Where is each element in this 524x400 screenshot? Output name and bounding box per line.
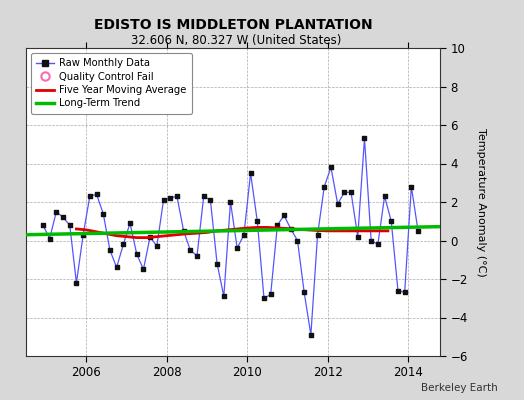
Point [46, 235, 54, 242]
Title: EDISTO IS MIDDLETON PLANTATION: EDISTO IS MIDDLETON PLANTATION [94, 18, 373, 32]
Text: Berkeley Earth: Berkeley Earth [421, 383, 498, 393]
Text: 32.606 N, 80.327 W (United States): 32.606 N, 80.327 W (United States) [130, 34, 341, 47]
Point [193, 253, 201, 259]
Point [152, 243, 161, 250]
Point [253, 218, 261, 224]
Point [173, 193, 181, 200]
Point [246, 170, 255, 176]
Point [146, 234, 154, 240]
Point [354, 234, 362, 240]
Point [133, 251, 141, 257]
Point [239, 232, 248, 238]
Point [293, 237, 302, 244]
Point [327, 164, 335, 170]
Point [260, 295, 268, 302]
Point [340, 189, 348, 196]
Point [66, 222, 74, 228]
Point [113, 264, 121, 271]
Point [206, 197, 215, 203]
Point [320, 183, 329, 190]
Point [313, 232, 322, 238]
Point [59, 214, 67, 221]
Point [166, 195, 174, 201]
Y-axis label: Temperature Anomaly (°C): Temperature Anomaly (°C) [476, 128, 486, 276]
Point [186, 247, 194, 253]
Point [179, 228, 188, 234]
Point [307, 332, 315, 338]
Point [347, 189, 355, 196]
Point [387, 218, 396, 224]
Point [52, 208, 61, 215]
Point [267, 291, 275, 298]
Point [39, 222, 47, 228]
Point [380, 193, 389, 200]
Point [374, 241, 382, 248]
Point [226, 199, 235, 205]
Point [367, 237, 375, 244]
Point [79, 232, 88, 238]
Point [407, 183, 416, 190]
Point [139, 266, 148, 272]
Point [126, 220, 134, 226]
Point [287, 226, 295, 232]
Point [92, 191, 101, 198]
Point [280, 212, 288, 219]
Legend: Raw Monthly Data, Quality Control Fail, Five Year Moving Average, Long-Term Tren: Raw Monthly Data, Quality Control Fail, … [31, 53, 192, 114]
Point [106, 247, 114, 253]
Point [72, 280, 81, 286]
Point [361, 135, 369, 142]
Point [333, 201, 342, 207]
Point [99, 210, 107, 217]
Point [85, 193, 94, 200]
Point [220, 293, 228, 300]
Point [400, 289, 409, 296]
Point [213, 260, 221, 267]
Point [159, 197, 168, 203]
Point [394, 287, 402, 294]
Point [119, 241, 127, 248]
Point [200, 193, 208, 200]
Point [414, 228, 422, 234]
Point [233, 245, 242, 251]
Point [273, 222, 281, 228]
Point [300, 289, 309, 296]
